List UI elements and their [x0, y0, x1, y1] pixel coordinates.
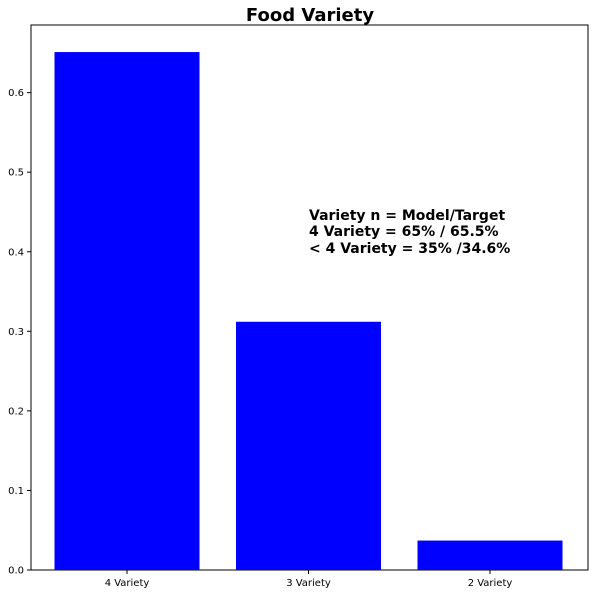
- bar-1: [236, 321, 381, 570]
- y-tick-label-3: 0.3: [8, 327, 24, 338]
- annotation: Variety n = Model/Target 4 Variety = 65%…: [309, 208, 510, 257]
- y-tick-label-1: 0.1: [8, 486, 24, 497]
- y-tick-label-2: 0.2: [8, 406, 24, 417]
- y-tick-label-5: 0.5: [8, 168, 24, 179]
- y-tick-label-4: 0.4: [8, 247, 24, 258]
- x-tick-label-0: 4 Variety: [105, 578, 150, 589]
- chart-title: Food Variety: [246, 5, 374, 26]
- bar-0: [54, 52, 200, 571]
- y-tick-label-0: 0.0: [8, 566, 24, 577]
- annotation-line-3: < 4 Variety = 35% /34.6%: [309, 241, 510, 257]
- y-axis: 0.0 0.1 0.2 0.3 0.4 0.5 0.6: [8, 88, 31, 577]
- annotation-line-2: 4 Variety = 65% / 65.5%: [309, 224, 499, 240]
- x-axis: 4 Variety 3 Variety 2 Variety: [105, 570, 513, 589]
- x-tick-label-1: 3 Variety: [286, 578, 331, 589]
- y-tick-label-6: 0.6: [8, 88, 24, 99]
- x-tick-label-2: 2 Variety: [468, 578, 513, 589]
- bar-2: [417, 540, 563, 570]
- annotation-line-1: Variety n = Model/Target: [309, 208, 505, 224]
- bars-group: [54, 52, 563, 571]
